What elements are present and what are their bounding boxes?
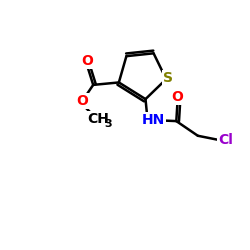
Text: O: O: [76, 94, 88, 108]
Text: 3: 3: [104, 119, 112, 129]
Text: O: O: [172, 90, 183, 104]
Text: HN: HN: [142, 113, 165, 127]
Text: O: O: [81, 54, 93, 68]
Text: Cl: Cl: [218, 133, 233, 147]
Text: CH: CH: [88, 112, 110, 126]
Text: S: S: [163, 71, 173, 85]
